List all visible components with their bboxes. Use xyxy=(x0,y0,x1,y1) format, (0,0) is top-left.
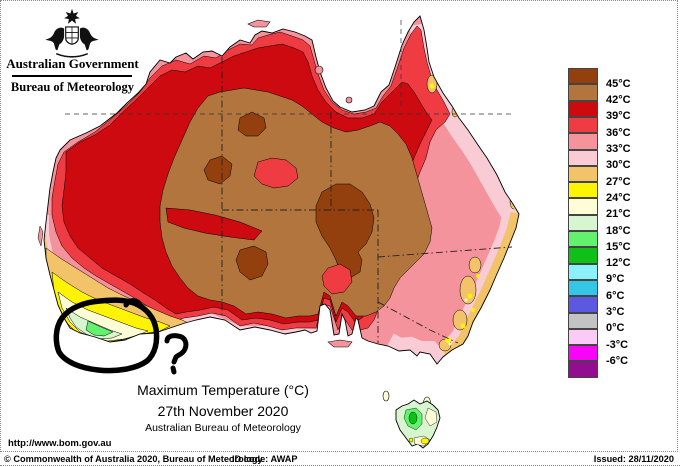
temp-patch-27-30 xyxy=(468,256,482,274)
legend-swatch xyxy=(568,345,598,362)
caption-block: Maximum Temperature (°C) 27th November 2… xyxy=(63,382,383,434)
tasmania-24-27-patch xyxy=(420,437,430,445)
temp-hole-36-39 xyxy=(321,263,353,295)
island-king xyxy=(382,390,390,402)
question-mark-annotation xyxy=(164,333,189,375)
legend-label: 15°C xyxy=(606,241,631,253)
temp-patch-24-27 xyxy=(471,308,475,312)
temp-patch-21-24 xyxy=(448,342,452,346)
legend-label: 6°C xyxy=(606,290,625,302)
temp-band-45plus-blob xyxy=(315,183,375,279)
legend-label: 0°C xyxy=(606,322,625,334)
temp-patch-24-27 xyxy=(467,293,473,299)
bureau-title: Bureau of Meteorology xyxy=(10,80,135,94)
temp-patch-24-27 xyxy=(460,323,466,329)
temp-band-45plus-blob xyxy=(235,245,269,281)
hand-drawn-circle-overlap xyxy=(123,298,144,309)
temp-band-15-18-southwest xyxy=(85,320,114,337)
legend-swatch xyxy=(568,149,598,166)
tasmania-21-24-patch xyxy=(424,407,438,427)
legend-swatch xyxy=(568,182,598,199)
footer-url: http://www.bom.gov.au xyxy=(8,438,112,449)
gov-title: Australian Government xyxy=(6,56,139,71)
graticule-lines xyxy=(65,20,515,115)
temp-patch-27-30 xyxy=(459,275,477,305)
coat-of-arms xyxy=(45,8,99,58)
legend-swatch xyxy=(568,214,598,232)
legend-label: 21°C xyxy=(606,208,631,220)
gov-rule xyxy=(12,75,132,77)
map-org: Australian Bureau of Meteorology xyxy=(145,422,301,434)
map-frame xyxy=(0,0,678,452)
legend-label: 24°C xyxy=(606,192,631,204)
legend-swatch xyxy=(568,328,598,346)
temp-band-45plus-blob xyxy=(237,111,267,137)
temp-patch-21-24 xyxy=(464,298,468,302)
island-melville xyxy=(247,19,271,28)
temp-patch-24-27 xyxy=(340,357,344,361)
legend-label: 3°C xyxy=(606,306,625,318)
legend-swatch xyxy=(568,198,598,215)
temp-hole-36-39 xyxy=(253,157,299,189)
legend-swatch xyxy=(568,100,598,117)
tasmania-12-15-core xyxy=(408,411,418,425)
legend-label: 36°C xyxy=(606,127,631,139)
legend-label: 30°C xyxy=(606,159,631,171)
legend-swatch xyxy=(568,361,598,378)
map-date: 27th November 2020 xyxy=(157,403,289,419)
legend-label: -6°C xyxy=(606,355,629,367)
temp-band-45plus-blob xyxy=(203,155,233,185)
legend-label: 9°C xyxy=(606,273,625,285)
footer-issued: Issued: 28/11/2020 xyxy=(593,454,674,464)
temp-band-42-45 xyxy=(159,87,433,319)
temp-hole-39-42 xyxy=(165,207,263,241)
legend-swatch xyxy=(568,231,598,248)
legend-label: 39°C xyxy=(606,110,631,122)
legend-label: 12°C xyxy=(606,257,631,269)
island-kangaroo xyxy=(327,339,353,348)
legend-label: 45°C xyxy=(606,78,631,90)
legend-swatch xyxy=(568,279,598,297)
temp-band-24-27-westcoast xyxy=(44,239,46,254)
map-title: Maximum Temperature (°C) xyxy=(137,382,309,398)
legend-swatch xyxy=(568,133,598,150)
legend-swatch xyxy=(568,84,598,101)
temp-band-27-30-eastcoast xyxy=(443,211,519,359)
legend-label: 18°C xyxy=(606,225,631,237)
legend-swatch xyxy=(568,247,598,264)
state-borders xyxy=(221,57,513,344)
temp-patch-24-27 xyxy=(429,83,435,89)
island-dirk-hartog xyxy=(37,225,44,247)
legend-label: 33°C xyxy=(606,143,631,155)
legend-label: 27°C xyxy=(606,176,631,188)
legend-swatch xyxy=(568,68,598,85)
legend-label: -3°C xyxy=(606,339,629,351)
temp-patch-24-27 xyxy=(445,337,451,343)
legend-label: 42°C xyxy=(606,94,631,106)
legend-swatch xyxy=(568,116,598,134)
footer-idcode: ID code: AWAP xyxy=(232,454,298,464)
legend-swatch xyxy=(568,263,598,280)
legend-swatch xyxy=(568,165,598,183)
temp-patch-27-30 xyxy=(339,349,349,363)
legend-swatch xyxy=(568,296,598,313)
island-groote xyxy=(314,65,324,75)
bottom-frame-edge xyxy=(0,465,680,466)
mainland-coastline xyxy=(43,15,520,365)
legend-swatch xyxy=(568,312,598,329)
temp-patch-24-27 xyxy=(476,274,480,278)
footer-copyright: © Commonwealth of Australia 2020, Bureau… xyxy=(4,454,263,464)
island-mornington xyxy=(345,96,353,104)
tasmania-24-27-patch xyxy=(408,437,414,443)
